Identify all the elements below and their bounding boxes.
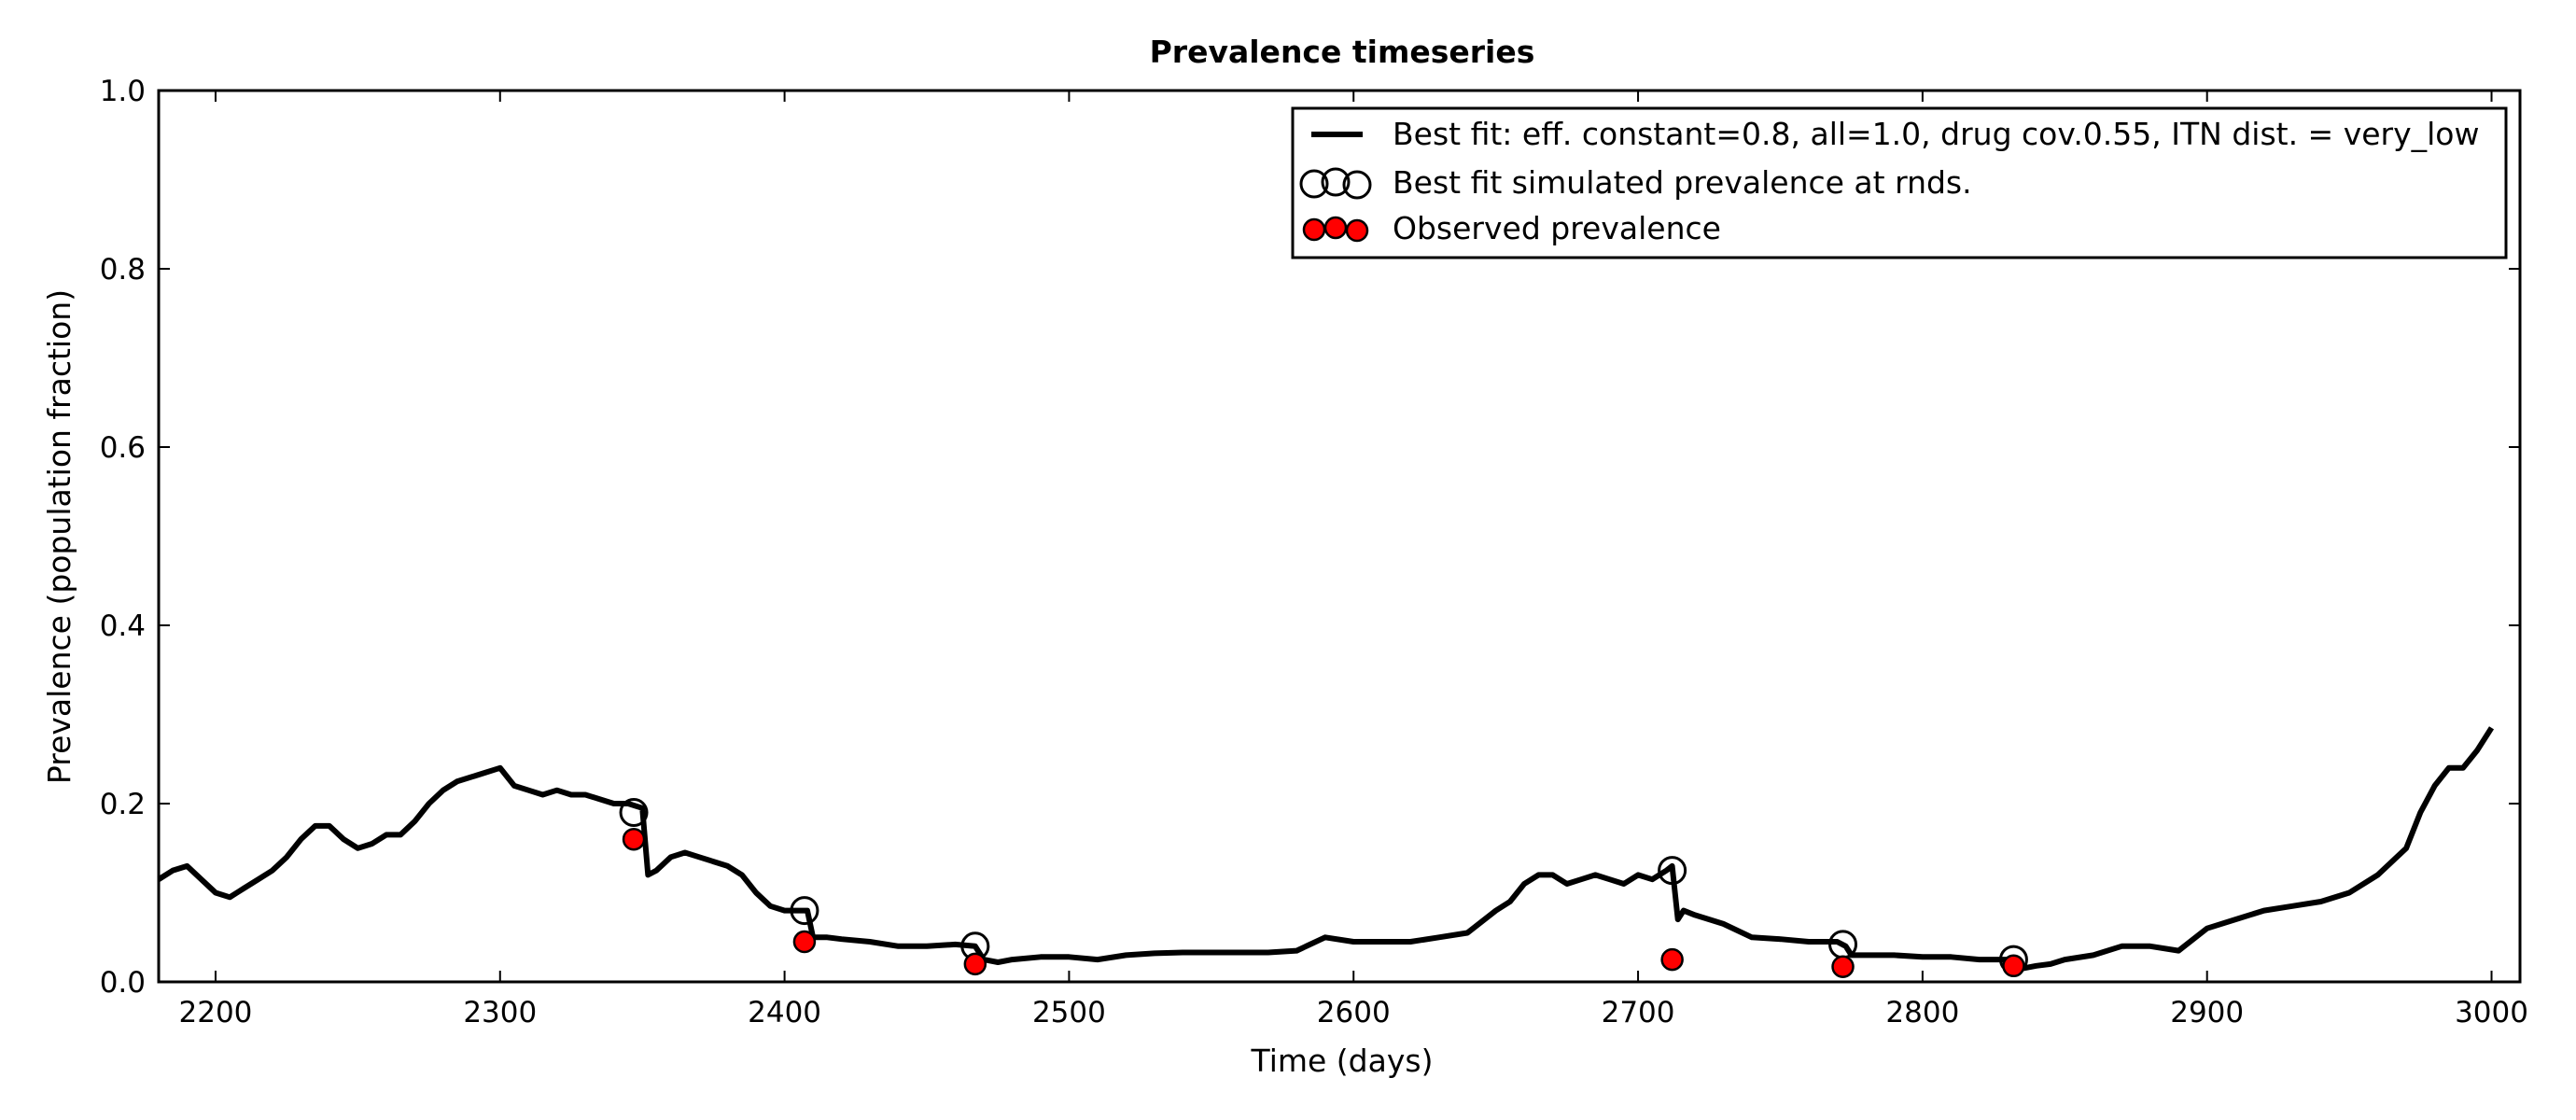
- legend-box: [1291, 106, 2508, 259]
- y-tick-label: 0.6: [100, 431, 146, 465]
- x-tick-label: 2400: [748, 996, 821, 1029]
- observed-point: [622, 827, 646, 851]
- plot-frame: [157, 89, 2522, 984]
- series-layer: [157, 726, 2495, 979]
- x-tick-label: 2300: [463, 996, 537, 1029]
- simulated-point: [790, 896, 819, 926]
- observed-point: [1831, 955, 1855, 979]
- legend-label-best-fit: Best fit: eff. constant=0.8, all=1.0, dr…: [1393, 116, 2479, 152]
- y-axis-label: Prevalence (population fraction): [41, 289, 77, 784]
- legend-filled-circle-marker: [1302, 216, 1369, 243]
- y-tick-label: 0.4: [100, 609, 146, 643]
- x-tick-label: 2200: [179, 996, 253, 1029]
- observed-point: [2002, 954, 2025, 978]
- x-tick-label: 2800: [1885, 996, 1959, 1029]
- chart-title: Prevalence timeseries: [1150, 34, 1535, 70]
- axis-ticks: 2200 2300 2400 2500 2600 2700 2800 2900 3000 0.0 0…: [100, 75, 2528, 1029]
- y-tick-label: 1.0: [100, 75, 146, 108]
- x-tick-label: 2900: [2170, 996, 2244, 1029]
- simulated-point: [619, 798, 649, 828]
- x-tick-label: 3000: [2455, 996, 2528, 1029]
- simulated-point: [1658, 856, 1687, 886]
- y-tick-label: 0.8: [100, 253, 146, 287]
- x-tick-label: 2500: [1032, 996, 1106, 1029]
- legend: Best fit: eff. constant=0.8, all=1.0, dr…: [1291, 106, 2508, 259]
- observed-point: [1660, 947, 1684, 972]
- x-tick-label: 2600: [1317, 996, 1391, 1029]
- legend-label-observed: Observed prevalence: [1393, 210, 1721, 246]
- legend-label-simulated: Best fit simulated prevalence at rnds.: [1393, 164, 1972, 201]
- observed-point: [792, 930, 817, 954]
- observed-point: [963, 952, 987, 976]
- y-tick-label: 0.0: [100, 966, 146, 1000]
- x-axis-label: Time (days): [1251, 1043, 1434, 1079]
- x-tick-label: 2700: [1602, 996, 1675, 1029]
- legend-open-circle-marker: [1299, 167, 1372, 200]
- y-tick-label: 0.2: [100, 788, 146, 821]
